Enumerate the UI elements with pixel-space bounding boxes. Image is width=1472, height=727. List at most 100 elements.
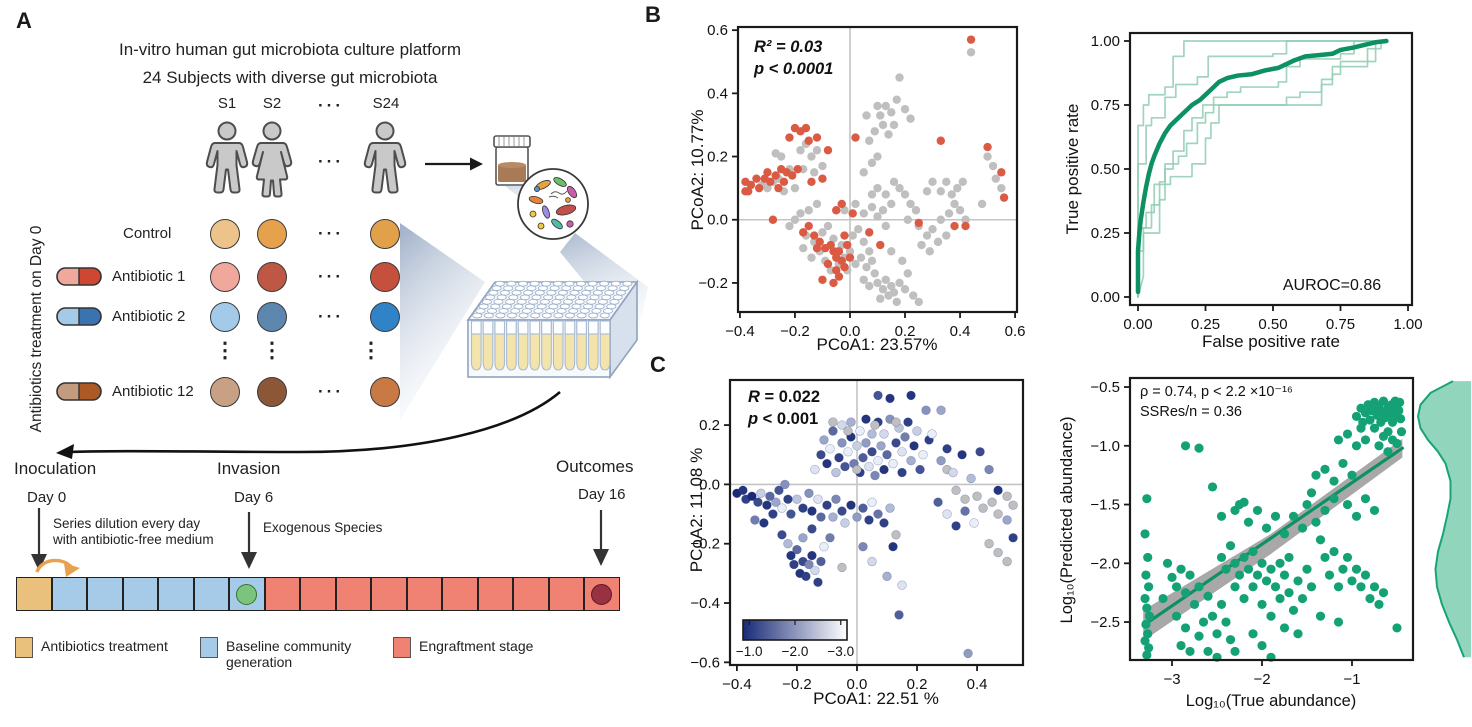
scatter-point (813, 577, 823, 587)
annotation-text: SSRes/n = 0.36 (1140, 404, 1242, 420)
day0-arrow (31, 508, 47, 571)
scatter-point (961, 215, 970, 224)
scatter-point (810, 464, 820, 475)
treatment-row-label: Antibiotic 1 (112, 268, 186, 285)
dilution-note-line2: with antibiotic-free medium (53, 532, 214, 547)
scatter-point (873, 278, 882, 288)
scatter-point (873, 212, 882, 221)
scatter-point (887, 281, 896, 291)
culture-dot (210, 377, 240, 407)
scatter-point (1378, 588, 1389, 598)
scatter-point (891, 530, 901, 540)
scatter-point (1383, 447, 1393, 457)
scatter-point (1225, 541, 1236, 551)
scatter-point (1144, 643, 1154, 653)
scatter-point (1185, 570, 1195, 580)
scatter-point (1180, 588, 1191, 598)
scatter-point (906, 390, 916, 401)
culture-dot (257, 377, 287, 407)
scatter-point (834, 272, 844, 281)
legend-item-label: Antibiotics treatment (41, 638, 168, 654)
scatter-point (966, 35, 976, 44)
annotation-text: R² = 0.03 (754, 38, 822, 56)
scatter-point (1243, 517, 1254, 527)
scatter-point (942, 509, 952, 519)
scatter-point (951, 485, 961, 496)
scatter-point (1351, 511, 1362, 521)
scatter-point (812, 243, 822, 253)
scatter-point (1342, 499, 1353, 510)
subject-label-s1: S1 (217, 95, 237, 112)
scatter-point (786, 509, 796, 519)
scatter-point (796, 146, 805, 155)
y-tick-label: 0.6 (707, 22, 728, 39)
scatter-point (1369, 582, 1380, 592)
scatter-point (1248, 629, 1258, 639)
scatter-point (1221, 617, 1231, 627)
scatter-point (837, 256, 846, 266)
x-tick-label: 1.00 (1393, 316, 1422, 333)
panel-b-label: B (645, 2, 661, 27)
scatter-point (832, 266, 841, 275)
scatter-point (1002, 556, 1012, 567)
scatter-point (885, 503, 895, 513)
scatter-point (960, 506, 970, 516)
well-plate-tubes (470, 320, 611, 371)
scatter-point (837, 420, 847, 430)
scatter-point (777, 503, 787, 513)
timeline-cell (300, 577, 336, 611)
scatter-point (1216, 599, 1227, 610)
scatter-point (918, 450, 928, 460)
scatter-point (846, 500, 856, 510)
scatter-point (966, 473, 976, 484)
scatter-point (987, 497, 997, 507)
scatter-point (843, 447, 853, 457)
scatter-point (851, 199, 860, 209)
scatter-point (876, 240, 885, 250)
timeline-cell (264, 577, 301, 611)
treatment-row-label: Antibiotic 2 (112, 308, 186, 325)
scatter-point (807, 152, 816, 161)
timeline-cell (513, 577, 549, 611)
scatter-point (889, 288, 899, 297)
scatter-point (1333, 617, 1344, 627)
panel-a-illustration (31, 121, 648, 577)
culture-dot (210, 302, 240, 332)
scatter-point (777, 530, 787, 540)
scatter-point (786, 550, 796, 561)
scatter-point (848, 231, 857, 240)
scatter-point (983, 152, 992, 161)
roc-fold-2 (1137, 40, 1382, 298)
scatter-point (1230, 582, 1240, 592)
scatter-point (1230, 646, 1240, 657)
scatter-point (1311, 470, 1321, 480)
scatter-point (1180, 623, 1191, 633)
scatter-point (897, 467, 907, 478)
scatter-point (765, 491, 775, 501)
scatter-point (837, 562, 847, 573)
scatter-point (804, 221, 813, 231)
scatter-point (878, 206, 888, 215)
x-axis-label: False positive rate (1202, 332, 1340, 351)
scatter-point (1248, 546, 1258, 557)
scatter-point (771, 171, 780, 180)
scatter-point (852, 512, 862, 522)
scatter-point (878, 120, 888, 130)
scatter-point (912, 426, 922, 436)
scatter-point (1347, 470, 1357, 480)
column-ellipsis: ⋮ (214, 339, 236, 362)
scatter-point (1194, 582, 1204, 592)
y-axis-label: Log₁₀(Predicted abundance) (1060, 417, 1076, 624)
scatter-point (807, 550, 817, 561)
scatter-point (1239, 593, 1249, 604)
x-tick-label: 0.0 (840, 323, 861, 340)
scatter-point (922, 231, 932, 240)
timeline-cell (477, 577, 514, 611)
scatter-point (1279, 570, 1290, 580)
scatter-point (983, 142, 992, 152)
scatter-point (895, 278, 904, 288)
scatter-point (807, 524, 817, 534)
scatter-point (1329, 494, 1339, 504)
scatter-point (1261, 576, 1272, 586)
person-icon-male-s24 (363, 121, 407, 194)
